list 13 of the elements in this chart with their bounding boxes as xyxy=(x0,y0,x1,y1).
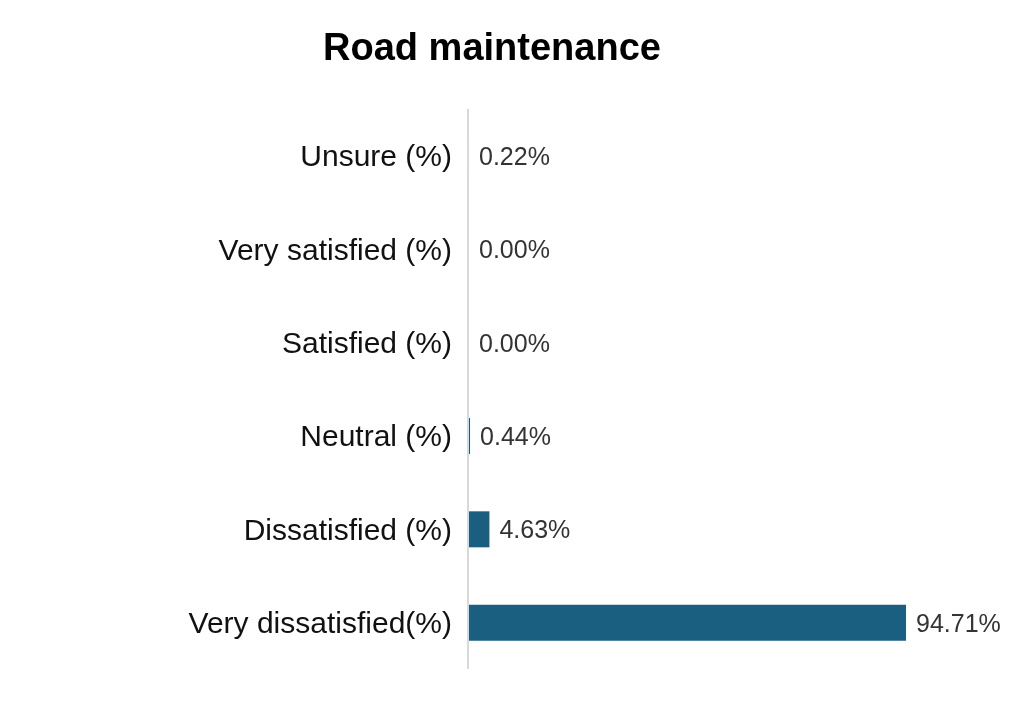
y-tick-label: Unsure (%) xyxy=(300,139,452,173)
data-label: 4.63% xyxy=(499,515,571,544)
chart-title: Road maintenance xyxy=(322,25,662,70)
data-label: 0.00% xyxy=(479,328,550,357)
y-tick-label: Satisfied (%) xyxy=(281,325,452,359)
y-tick-label: Dissatisfied (%) xyxy=(243,512,452,546)
y-tick-label: Neutral (%) xyxy=(300,419,452,453)
data-label: 94.71% xyxy=(916,608,1001,637)
data-label: 0.22% xyxy=(479,142,550,170)
data-label: 0.44% xyxy=(480,422,551,450)
data-label: 0.00% xyxy=(479,235,550,264)
y-tick-label: Very dissatisfied(%) xyxy=(188,605,452,639)
y-tick-label: Very satisfied (%) xyxy=(218,232,452,266)
